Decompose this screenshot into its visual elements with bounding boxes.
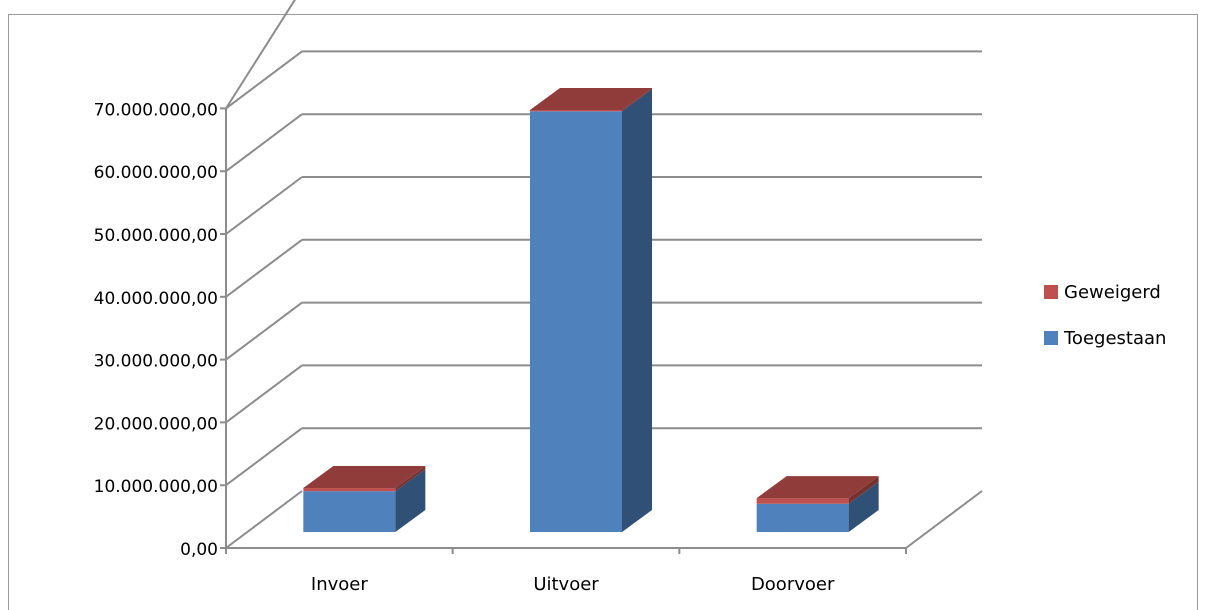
y-tick-label: 10.000.000,00 — [94, 477, 218, 497]
side-wall-gridline — [225, 490, 303, 549]
legend-label: Geweigerd — [1064, 282, 1161, 303]
y-tick-label: 30.000.000,00 — [94, 352, 218, 372]
bar-toegestaan-front — [303, 491, 396, 532]
y-tick-label: 0,00 — [180, 540, 218, 560]
legend-label: Toegestaan — [1063, 328, 1166, 349]
legend-swatch — [1044, 331, 1058, 345]
floor-right-edge — [905, 490, 983, 549]
bar-geweigerd-front — [303, 488, 396, 492]
y-tick-label: 70.000.000,00 — [94, 100, 218, 120]
x-tick-label: Doorvoer — [751, 574, 835, 595]
bar-toegestaan-front — [530, 111, 622, 533]
side-wall-gridline — [225, 176, 303, 235]
y-tick-label: 60.000.000,00 — [94, 163, 218, 183]
x-tick-label: Invoer — [311, 574, 368, 595]
side-wall-gridline — [225, 364, 303, 424]
legend-swatch — [1044, 285, 1058, 299]
bar-geweigerd-front — [756, 498, 849, 504]
side-wall-gridline — [225, 427, 303, 487]
x-tick-label: Uitvoer — [533, 574, 599, 595]
side-wall-gridline — [225, 113, 303, 172]
legend: Geweigerd Toegestaan — [1044, 282, 1166, 349]
y-tick-label: 20.000.000,00 — [94, 414, 218, 434]
bar-toegestaan-side — [848, 481, 879, 532]
y-tick-label: 50.000.000,00 — [94, 226, 218, 246]
bar-geweigerd-front — [530, 109, 622, 112]
bar-geweigerd-top — [756, 476, 879, 499]
bars — [303, 87, 879, 533]
side-wall-gridline — [225, 50, 303, 110]
y-tick-label: 40.000.000,00 — [94, 289, 218, 309]
bar-geweigerd-side — [848, 476, 879, 504]
bar-toegestaan-side — [395, 469, 426, 532]
bar-geweigerd-top — [303, 466, 426, 489]
x-axis-category-labels: Invoer Uitvoer Doorvoer — [311, 574, 835, 595]
axes — [220, 107, 983, 554]
y-axis-tick-labels: 0,00 10.000.000,00 20.000.000,00 30.000.000… — [94, 100, 218, 560]
bar-toegestaan-front — [756, 503, 849, 532]
side-wall-gridline — [225, 301, 303, 361]
side-wall-top-line — [225, 0, 296, 109]
bar-toegestaan-side — [622, 89, 652, 533]
bar-geweigerd-top — [530, 87, 652, 110]
bar-geweigerd-side — [395, 466, 426, 492]
side-wall-gridline — [225, 239, 303, 298]
bar-geweigerd-side — [622, 87, 652, 112]
